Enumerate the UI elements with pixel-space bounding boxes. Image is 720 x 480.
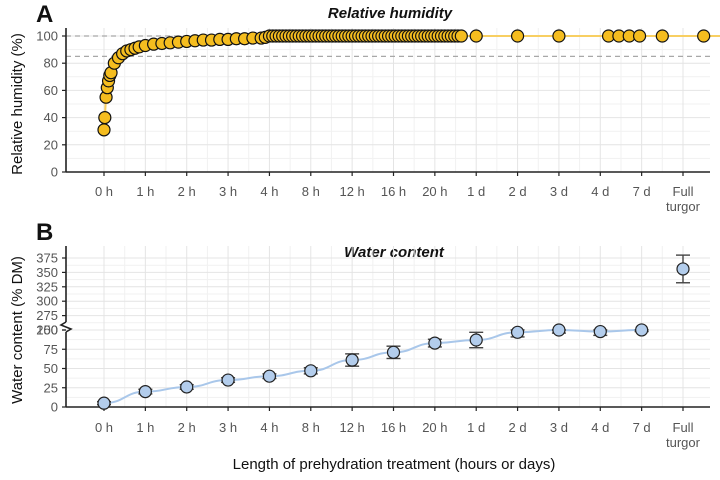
panel-b-y-tick-label: 375	[36, 251, 58, 266]
panel-b-points	[97, 262, 690, 410]
panel-a-axes	[62, 28, 710, 176]
panel-b-x-tick-label: 3 h	[219, 420, 237, 435]
panel-b-grid	[66, 246, 710, 408]
panel-a-y-tick-label: 0	[51, 165, 58, 180]
panel-a-y-tick-labels: 0 20 40 60 80 100	[36, 29, 58, 180]
panel-b-x-tick-label: 1 h	[136, 420, 154, 435]
panel-a-grid	[66, 28, 710, 173]
panel-b-data-point	[428, 336, 442, 350]
panel-a-title: Relative humidity	[328, 5, 453, 22]
panel-b-y-tick-label: 275	[36, 308, 58, 323]
panel-b-y-tick-label: 25	[44, 380, 58, 395]
panel-b-x-tick-label: 12 h	[339, 420, 364, 435]
panel-b-y-tick-label: 350	[36, 265, 58, 280]
panel-a-x-tick-label: 12 h	[339, 184, 364, 199]
panel-a-x-tick-label: 1 d	[467, 184, 485, 199]
panel-b-data-point	[386, 345, 401, 359]
panel-b-x-tick-label: 20 h	[422, 420, 447, 435]
panel-a-data-point	[98, 110, 112, 125]
panel-b-x-tick-label: Full turgor	[666, 420, 701, 450]
panel-b-x-tick-label: 3 d	[550, 420, 568, 435]
panel-b-data-point	[552, 323, 566, 337]
panel-b-axes	[59, 246, 710, 411]
panel-a-points	[97, 29, 711, 137]
panel-b-data-point	[676, 262, 690, 276]
panel-b-data-point	[97, 396, 111, 410]
panel-b-x-tick-label: 0 h	[95, 420, 113, 435]
panel-b-x-tick-labels: 0 h 1 h 2 h 3 h 4 h 8 h 12 h 16 h 20 h 1 d 2 d 3 d 4…	[95, 420, 701, 450]
panel-b-data-point	[180, 380, 194, 394]
panel-b-data-point	[262, 369, 277, 383]
panel-a-x-tick-label: 20 h	[422, 184, 447, 199]
panel-a-data-point	[697, 29, 711, 43]
panel-a-data-point	[655, 29, 669, 43]
panel-a-data-point	[469, 29, 483, 43]
panel-b-x-tick-label: 4 h	[260, 420, 278, 435]
panel-b-title: Water content	[344, 244, 445, 261]
panel-b-data-point	[345, 353, 359, 367]
panel-b-y-axis-title: Water content (% DM)	[9, 256, 26, 404]
panel-b-y-tick-label: 300	[36, 294, 58, 309]
x-axis-title: Length of prehydration treatment (hours …	[233, 456, 556, 473]
panel-b-axis-break	[59, 321, 73, 333]
panel-a-x-tick-label: 4 h	[260, 184, 278, 199]
panel-b-data-point	[593, 324, 607, 339]
panel-b-data-point	[138, 385, 152, 399]
panel-a-x-tick-labels: 0 h 1 h 2 h 3 h 4 h 8 h 12 h 16 h 20 h 1 d 2 d 3 d 4…	[95, 184, 701, 214]
panel-a-x-tick-label: 16 h	[381, 184, 406, 199]
panel-a-x-tick-label: Full turgor	[666, 184, 701, 214]
panel-b-y-tick-label: 50	[44, 361, 58, 376]
panel-a-y-tick-label: 80	[44, 56, 58, 71]
panel-b-x-tick-label: 2 d	[509, 420, 527, 435]
panel-a-data-point	[510, 29, 525, 43]
panel-a-x-tick-label: 2 h	[178, 184, 196, 199]
panel-a-x-tick-label: 2 d	[509, 184, 527, 199]
panel-b-y-tick-label: 100	[36, 323, 58, 338]
panel-a-y-tick-label: 60	[44, 83, 58, 98]
panel-b-water-content: B Water content Water content (% DM) 0 25…	[9, 219, 710, 473]
panel-a-data-point	[632, 29, 647, 43]
panel-b-x-tick-label: 4 d	[591, 420, 609, 435]
panel-b-x-tick-label: 16 h	[381, 420, 406, 435]
panel-b-x-tick-label: 2 h	[178, 420, 196, 435]
panel-b-x-tick-label: 1 d	[467, 420, 485, 435]
panel-b-data-point	[221, 373, 235, 387]
panel-a-data-point	[97, 123, 111, 137]
panel-a-x-tick-label: 1 h	[136, 184, 154, 199]
panel-b-y-tick-label: 75	[44, 342, 58, 357]
panel-b-data-point	[635, 323, 649, 337]
panel-a-relative-humidity: A Relative humidity Relative humidity (%…	[9, 1, 720, 214]
panel-b-y-tick-label: 325	[36, 279, 58, 294]
panel-a-data-point	[454, 29, 468, 43]
panel-a-x-tick-label: 4 d	[591, 184, 609, 199]
panel-a-x-tick-label: 3 h	[219, 184, 237, 199]
panel-a-letter: A	[36, 1, 53, 28]
panel-a-x-tick-label: 8 h	[302, 184, 320, 199]
panel-b-data-point	[304, 364, 318, 378]
panel-b-data-point	[510, 325, 525, 339]
panel-b-y-tick-label: 250	[36, 323, 58, 338]
panel-b-letter: B	[36, 219, 53, 246]
panel-a-y-tick-label: 100	[36, 29, 58, 44]
panel-b-x-tick-label: 8 h	[302, 420, 320, 435]
panel-b-data-point	[469, 333, 483, 347]
panel-a-y-tick-label: 40	[44, 110, 58, 125]
panel-a-x-tick-label: 3 d	[550, 184, 568, 199]
panel-a-x-tick-label: 7 d	[633, 184, 651, 199]
panel-a-data-point	[552, 29, 566, 43]
panel-a-y-tick-label: 20	[44, 137, 58, 152]
panel-b-x-tick-label: 7 d	[633, 420, 651, 435]
panel-b-y-tick-label: 0	[51, 400, 58, 415]
panel-a-x-tick-label: 0 h	[95, 184, 113, 199]
panel-a-y-axis-title: Relative humidity (%)	[9, 33, 26, 175]
